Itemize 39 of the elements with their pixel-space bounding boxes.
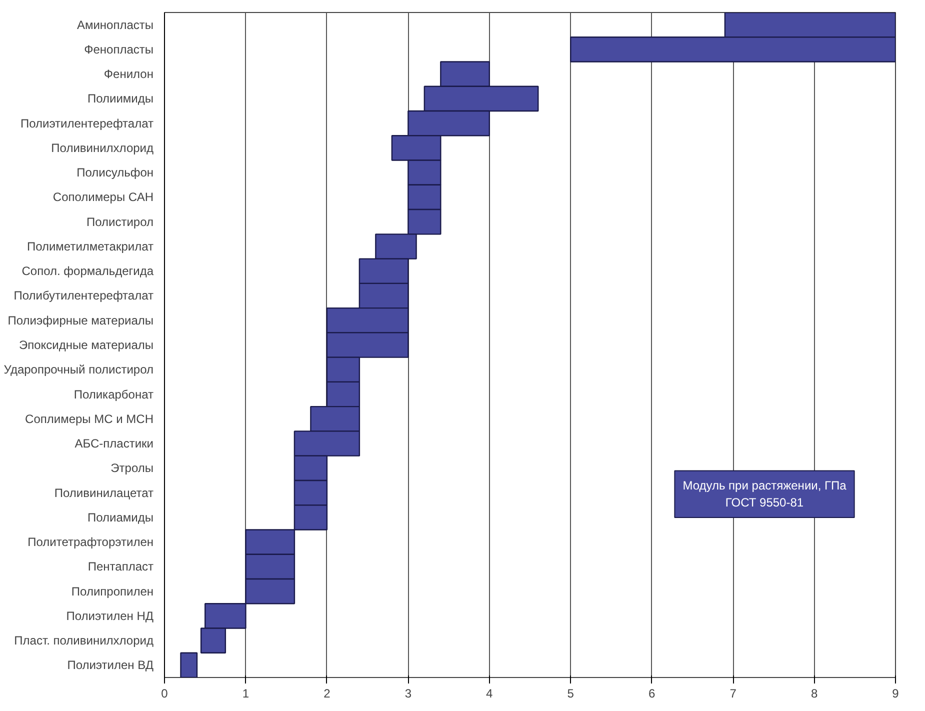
y-tick-label: Полипропилен — [71, 584, 154, 598]
y-tick-label: Полиэтилентерефталат — [20, 116, 154, 130]
x-tick-label: 7 — [730, 686, 737, 700]
y-tick-label: Поливинилхлорид — [51, 140, 154, 155]
y-tick-label: Аминопласты — [76, 18, 154, 32]
bar — [180, 652, 198, 678]
y-tick-label: Поливинилацетат — [54, 486, 154, 500]
y-tick-label: Полиамиды — [88, 510, 154, 524]
x-tick-label: 3 — [404, 686, 412, 700]
x-tick-label: 6 — [648, 686, 656, 700]
y-tick-label: Фенопласты — [84, 42, 154, 56]
x-tick-label: 1 — [242, 686, 250, 700]
y-tick-label: Полистирол — [86, 214, 154, 229]
y-tick-label: Полиэтилен ВД — [67, 658, 154, 672]
y-tick-label: Поликарбонат — [74, 387, 154, 402]
x-tick-label: 0 — [161, 686, 168, 700]
y-tick-label: Эпоксидные материалы — [18, 338, 154, 352]
x-tick-label: 4 — [486, 686, 494, 700]
y-tick-label: Полиэфирные материалы — [8, 313, 154, 328]
annotation: Модуль при растяжении, ГПа ГОСТ 9550-81 — [682, 478, 847, 510]
y-tick-label: Полибутилентерефталат — [14, 288, 154, 303]
y-tick-label: Полиметилметакрилат — [26, 239, 154, 254]
x-tick-label: 8 — [810, 686, 818, 700]
y-tick-label: Пласт. поливинилхлорид — [14, 634, 154, 648]
y-tick-label: Фенилон — [104, 67, 154, 82]
x-tick-label: 5 — [567, 686, 574, 700]
y-tick-label: Полиэтилен НД — [66, 608, 154, 623]
y-tick-label: Ударопрочный полистирол — [4, 362, 154, 377]
y-tick-label: Полисульфон — [76, 166, 154, 180]
x-tick-label: 2 — [324, 686, 331, 700]
y-tick-label: Этролы — [110, 461, 154, 476]
y-tick-label: Политетрафторэтилен — [28, 535, 154, 550]
y-tick-label: Сопол. формальдегида — [22, 264, 154, 278]
y-tick-label: Пентапласт — [88, 560, 154, 574]
y-tick-label: Полиимиды — [87, 92, 154, 106]
x-tick-label: 9 — [892, 686, 900, 700]
y-tick-label: Сополимеры САН — [52, 190, 154, 204]
y-tick-label: АБС-пластики — [74, 436, 154, 451]
y-tick-label: Соплимеры МС и МСН — [25, 412, 154, 426]
